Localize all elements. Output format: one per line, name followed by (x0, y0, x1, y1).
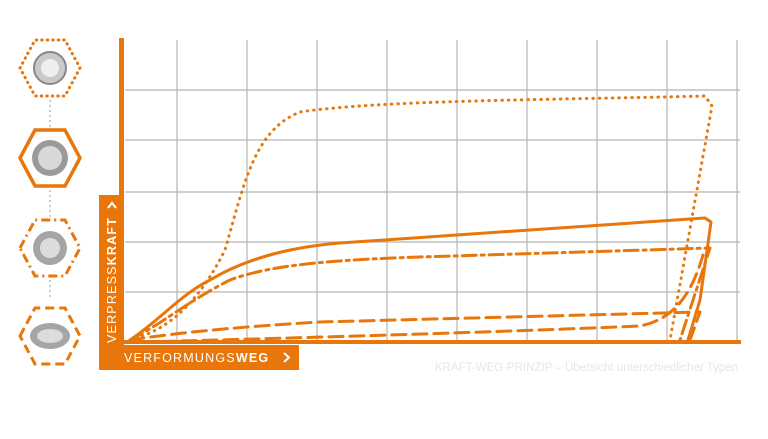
x-arrow (283, 352, 291, 363)
icon-dashed (18, 306, 82, 366)
y-arrow (107, 201, 117, 209)
x-axis (119, 340, 741, 344)
grid (125, 40, 740, 342)
x-label-box (99, 345, 299, 370)
icons (18, 38, 82, 366)
icon-dash-dot (18, 218, 82, 278)
y-label-light: VERPRESS (105, 265, 119, 343)
y-label-box (99, 195, 124, 370)
curve-dashed-2 (138, 253, 705, 344)
y-axis-label: VERPRESSKRAFT (105, 217, 119, 343)
curve-solid (128, 216, 713, 342)
icon-dotted (18, 38, 82, 98)
x-label-light: VERFORMUNGS (124, 351, 236, 365)
icon-solid (18, 128, 82, 188)
y-label-bold: KRAFT (105, 217, 119, 265)
x-axis-label: VERFORMUNGSWEG (124, 351, 269, 365)
curve-dashed (128, 310, 702, 342)
caption: KRAFT-WEG-PRINZIP – Übersicht unterschie… (435, 362, 738, 374)
curve-dash-dot (128, 246, 712, 342)
y-axis (119, 38, 124, 345)
x-label-bold: WEG (236, 351, 269, 365)
curve-dotted (128, 94, 714, 342)
